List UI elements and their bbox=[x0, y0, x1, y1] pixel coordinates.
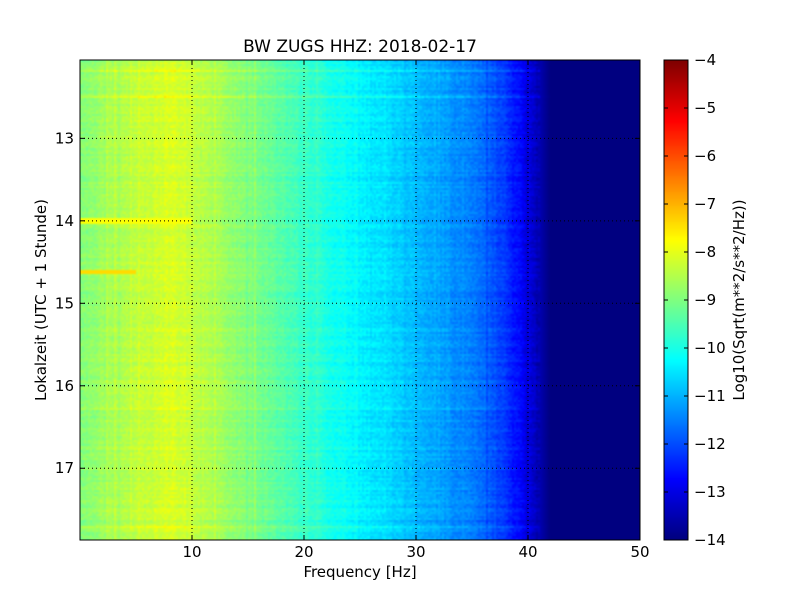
y-tick-label: 15 bbox=[55, 294, 74, 312]
colorbar-tick-label: −8 bbox=[694, 243, 716, 261]
colorbar-tick-label: −7 bbox=[694, 195, 716, 213]
heatmap-image bbox=[80, 60, 640, 540]
x-axis: 10 20 30 40 50 bbox=[182, 60, 650, 561]
x-tick-label: 50 bbox=[630, 543, 649, 561]
colorbar-tick-label: −6 bbox=[694, 147, 716, 165]
heatmap-area bbox=[80, 60, 640, 540]
colorbar-tick-label: −13 bbox=[694, 483, 726, 501]
colorbar-tick-label: −12 bbox=[694, 435, 726, 453]
y-tick-label: 17 bbox=[55, 459, 74, 477]
x-tick-label: 10 bbox=[182, 543, 201, 561]
y-tick-label: 16 bbox=[55, 377, 74, 395]
x-tick-label: 40 bbox=[518, 543, 537, 561]
grid-lines bbox=[80, 60, 640, 540]
colorbar-label: Log10(Sqrt(m**2/s**2/Hz)) bbox=[730, 199, 748, 400]
x-tick-label: 30 bbox=[406, 543, 425, 561]
colorbar: −4 −5 −6 −7 −8 −9 −10 −11 −12 −13 −14 bbox=[663, 51, 726, 549]
x-tick-label: 20 bbox=[294, 543, 313, 561]
colorbar-tick-label: −4 bbox=[694, 51, 716, 69]
y-axis: 13 14 15 16 17 bbox=[55, 129, 640, 477]
colorbar-tick-label: −14 bbox=[694, 531, 726, 549]
colorbar-ticks: −4 −5 −6 −7 −8 −9 −10 −11 −12 −13 −14 bbox=[664, 51, 726, 549]
x-axis-label: Frequency [Hz] bbox=[303, 563, 416, 581]
y-axis-label: Lokalzeit (UTC + 1 Stunde) bbox=[32, 199, 50, 401]
y-tick-label: 14 bbox=[55, 212, 74, 230]
colorbar-tick-label: −5 bbox=[694, 99, 716, 117]
colorbar-tick-label: −11 bbox=[694, 387, 726, 405]
chart-title: BW ZUGS HHZ: 2018-02-17 bbox=[243, 37, 477, 57]
y-tick-label: 13 bbox=[55, 129, 74, 147]
colorbar-tick-label: −9 bbox=[694, 291, 716, 309]
plot-frame bbox=[79, 59, 641, 541]
colorbar-tick-label: −10 bbox=[694, 339, 726, 357]
